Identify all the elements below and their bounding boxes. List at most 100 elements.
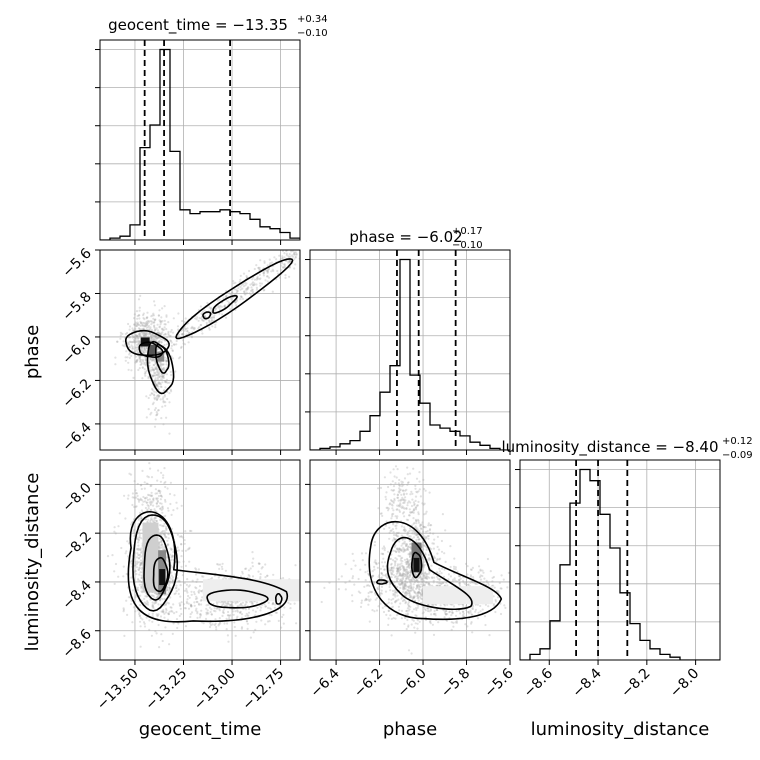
scatter-point	[403, 507, 406, 510]
scatter-point	[133, 313, 136, 316]
scatter-point	[472, 581, 475, 584]
scatter-point	[461, 614, 464, 617]
scatter-point	[160, 533, 163, 536]
scatter-point	[252, 557, 255, 560]
scatter-point	[271, 290, 274, 293]
scatter-point	[196, 597, 199, 600]
scatter-point	[385, 491, 388, 494]
scatter-point	[415, 608, 418, 612]
scatter-point	[400, 597, 403, 600]
scatter-point	[185, 587, 188, 591]
scatter-point	[144, 361, 147, 364]
scatter-point	[159, 378, 162, 381]
scatter-point	[208, 306, 211, 309]
scatter-point	[375, 609, 379, 612]
scatter-point	[145, 482, 148, 485]
scatter-point	[438, 572, 441, 576]
scatter-point	[229, 297, 232, 300]
y-tick-label: −5.6	[59, 245, 94, 280]
scatter-point	[263, 261, 266, 264]
scatter-point	[282, 577, 285, 580]
scatter-point	[413, 596, 416, 599]
scatter-point	[418, 525, 422, 528]
scatter-point	[412, 596, 415, 599]
scatter-point	[151, 334, 154, 337]
scatter-point	[446, 612, 449, 616]
scatter-point	[467, 610, 470, 614]
scatter-point	[144, 322, 147, 325]
scatter-point	[503, 604, 506, 607]
scatter-point	[186, 598, 189, 601]
scatter-point	[512, 581, 514, 583]
scatter-point	[157, 409, 160, 412]
scatter-point	[153, 335, 156, 338]
scatter-point	[178, 580, 181, 583]
scatter-point	[136, 561, 139, 564]
scatter-point	[127, 555, 130, 558]
scatter-point	[417, 576, 420, 580]
scatter-point	[163, 522, 166, 526]
scatter-point	[141, 503, 144, 506]
scatter-point	[240, 627, 243, 630]
scatter-point	[124, 356, 127, 359]
scatter-point	[129, 603, 133, 606]
scatter-point	[188, 596, 191, 599]
scatter-point	[199, 614, 202, 617]
density-cell	[411, 542, 422, 573]
scatter-point	[417, 592, 420, 595]
scatter-point	[140, 587, 143, 590]
scatter-point	[154, 418, 157, 421]
histogram-luminosity_distance	[520, 460, 720, 660]
scatter-point	[407, 576, 410, 579]
scatter-point	[401, 574, 404, 577]
scatter-point	[138, 579, 142, 582]
scatter-point	[422, 565, 425, 568]
scatter-point	[257, 562, 260, 565]
scatter-point	[513, 594, 515, 596]
scatter-point	[151, 612, 154, 615]
scatter-point	[211, 316, 214, 319]
scatter-point	[137, 538, 140, 541]
scatter-point	[297, 246, 299, 248]
scatter-point	[171, 580, 174, 583]
scatter-point	[408, 508, 411, 511]
scatter-point	[402, 569, 405, 573]
scatter-point	[169, 577, 172, 580]
scatter-point	[419, 495, 422, 498]
scatter-point	[251, 565, 254, 568]
scatter-point	[164, 333, 167, 336]
scatter-point	[399, 548, 402, 552]
scatter-point	[397, 505, 400, 508]
scatter-point	[389, 589, 392, 592]
scatter-point	[156, 378, 160, 381]
scatter-point	[136, 317, 139, 320]
scatter-point	[180, 345, 183, 348]
scatter-point	[244, 292, 247, 295]
scatter-point	[428, 583, 431, 586]
scatter-point	[149, 337, 153, 340]
scatter-point	[148, 360, 151, 363]
scatter-point	[407, 481, 410, 484]
scatter-point	[275, 611, 278, 614]
scatter-point	[138, 340, 141, 343]
scatter-point	[124, 517, 127, 520]
scatter-point	[157, 382, 160, 385]
scatter-point	[142, 316, 145, 320]
scatter-point	[392, 531, 395, 534]
scatter-point	[147, 396, 150, 400]
scatter-point	[425, 573, 428, 576]
scatter-point	[401, 485, 404, 488]
scatter-point	[441, 513, 444, 516]
title-geocent-time-plus: +0.34	[297, 14, 328, 25]
scatter-point	[190, 604, 193, 608]
scatter-point	[400, 564, 404, 567]
scatter-point	[421, 590, 424, 593]
scatter-point	[190, 590, 193, 593]
scatter-point	[198, 326, 201, 329]
scatter-point	[165, 528, 168, 532]
scatter-point	[139, 358, 142, 361]
scatter-point	[180, 601, 183, 604]
scatter-point	[406, 545, 409, 548]
contour-line	[132, 514, 179, 612]
scatter-point	[244, 567, 248, 570]
